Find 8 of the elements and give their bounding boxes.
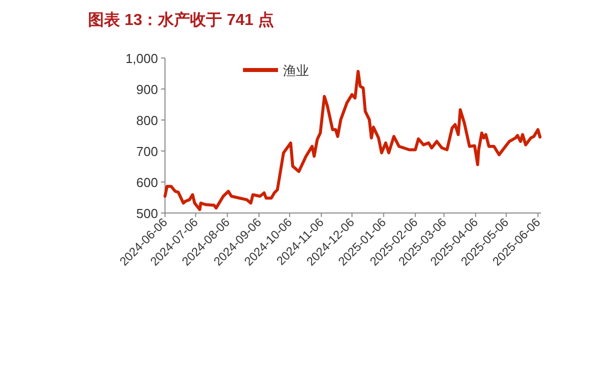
y-tick-label: 800 — [136, 113, 158, 128]
y-tick-label: 600 — [136, 175, 158, 190]
chart-title: 图表 13：水产收于 741 点 — [88, 11, 274, 29]
y-tick-label: 1,000 — [125, 51, 158, 66]
y-tick-label: 700 — [136, 144, 158, 159]
legend-label: 渔业 — [283, 63, 309, 78]
y-tick-label: 900 — [136, 82, 158, 97]
y-tick-label: 500 — [136, 206, 158, 221]
